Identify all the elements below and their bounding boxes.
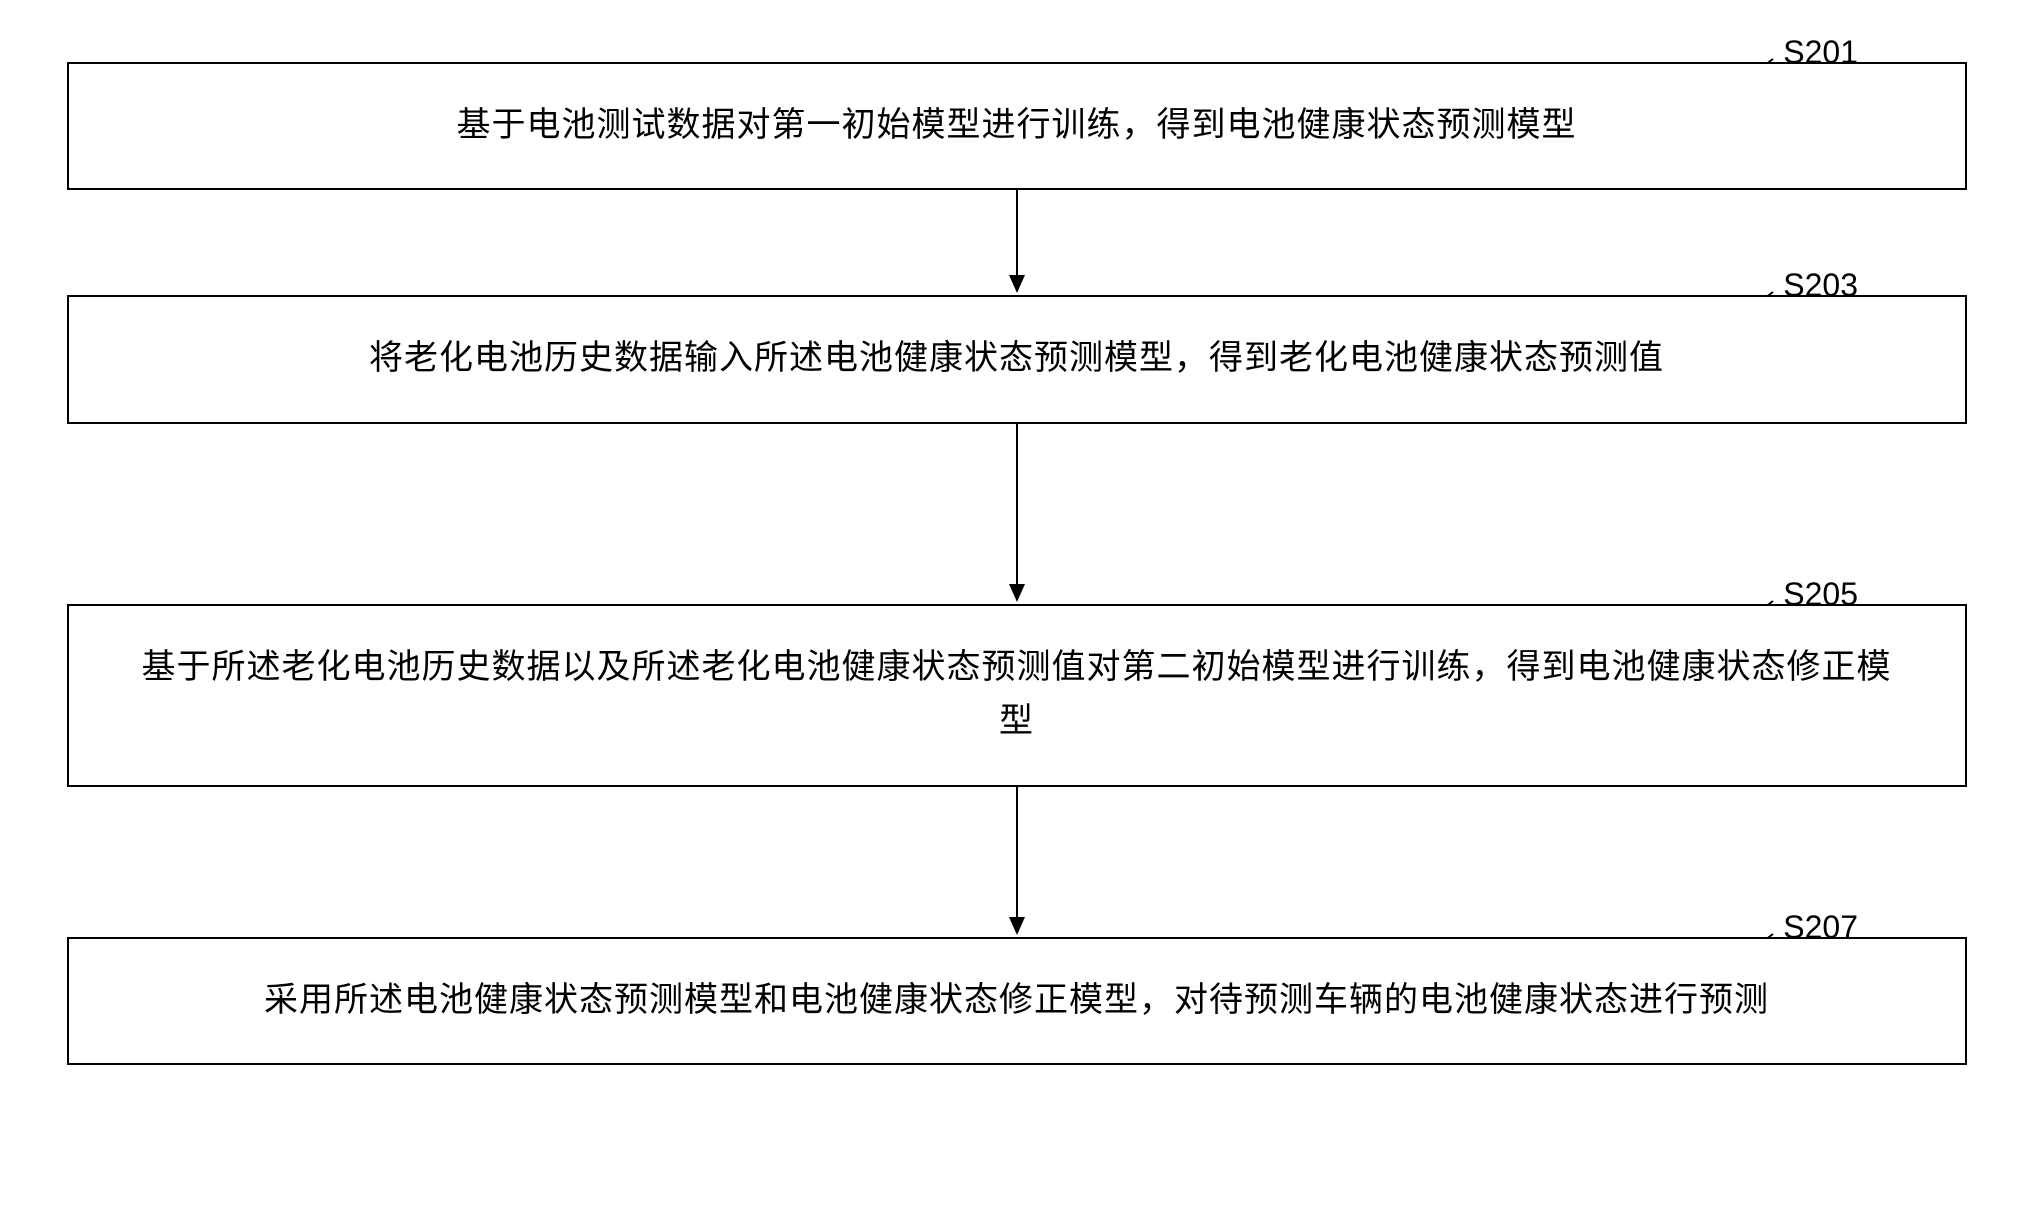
arrow-s201-s203 [40, 190, 1993, 295]
arrow-icon [1002, 424, 1032, 604]
arrow-s203-s205 [40, 424, 1993, 604]
step-text-s203: 将老化电池历史数据输入所述电池健康状态预测模型，得到老化电池健康状态预测值 [369, 332, 1664, 386]
arrow-s205-s207 [40, 787, 1993, 937]
step-box-s207: 采用所述电池健康状态预测模型和电池健康状态修正模型，对待预测车辆的电池健康状态进… [67, 937, 1967, 1065]
step-box-s201: 基于电池测试数据对第一初始模型进行训练，得到电池健康状态预测模型 [67, 62, 1967, 190]
step-wrapper-s207: S207 采用所述电池健康状态预测模型和电池健康状态修正模型，对待预测车辆的电池… [40, 937, 1993, 1065]
step-wrapper-s201: S201 基于电池测试数据对第一初始模型进行训练，得到电池健康状态预测模型 [40, 62, 1993, 190]
step-wrapper-s205: S205 基于所述老化电池历史数据以及所述老化电池健康状态预测值对第二初始模型进… [40, 604, 1993, 787]
step-text-s201: 基于电池测试数据对第一初始模型进行训练，得到电池健康状态预测模型 [457, 99, 1577, 153]
arrow-icon [1002, 787, 1032, 937]
step-wrapper-s203: S203 将老化电池历史数据输入所述电池健康状态预测模型，得到老化电池健康状态预… [40, 295, 1993, 423]
step-box-s205: 基于所述老化电池历史数据以及所述老化电池健康状态预测值对第二初始模型进行训练，得… [67, 604, 1967, 787]
step-text-s207: 采用所述电池健康状态预测模型和电池健康状态修正模型，对待预测车辆的电池健康状态进… [264, 974, 1769, 1028]
arrow-icon [1002, 190, 1032, 295]
step-text-s205: 基于所述老化电池历史数据以及所述老化电池健康状态预测值对第二初始模型进行训练，得… [129, 641, 1905, 750]
battery-health-flowchart: S201 基于电池测试数据对第一初始模型进行训练，得到电池健康状态预测模型 S2… [40, 30, 1993, 1065]
step-box-s203: 将老化电池历史数据输入所述电池健康状态预测模型，得到老化电池健康状态预测值 [67, 295, 1967, 423]
